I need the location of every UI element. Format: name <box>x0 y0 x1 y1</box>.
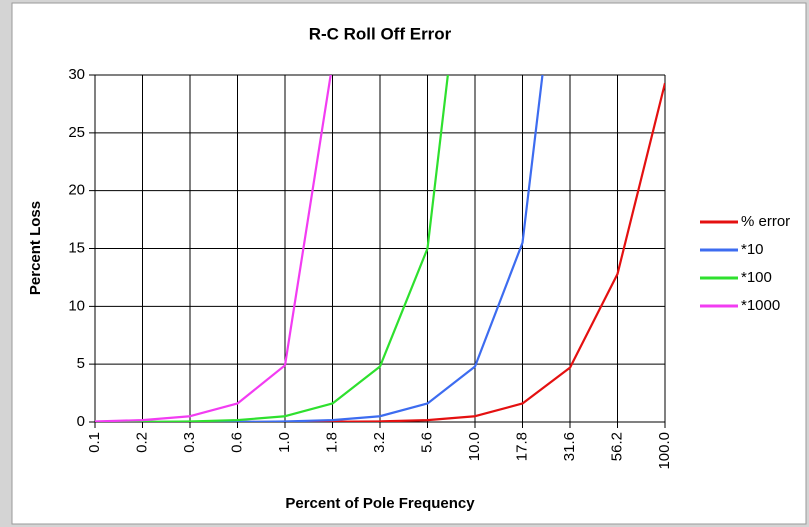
x-tick-label: 31.6 <box>561 432 578 461</box>
plot-lines <box>95 75 665 422</box>
y-tick-label: 0 <box>77 413 85 430</box>
y-tick-label: 20 <box>68 182 85 199</box>
x-tick-label: 3.2 <box>371 432 388 453</box>
series-line <box>95 75 449 422</box>
x-tick-label: 17.8 <box>513 432 530 461</box>
y-axis-label: Percent Loss <box>27 201 44 295</box>
x-tick-label: 0.6 <box>228 432 245 453</box>
legend-label: % error <box>741 213 790 230</box>
y-tick-label: 10 <box>68 297 85 314</box>
x-tick-label: 5.6 <box>418 432 435 453</box>
x-axis-label: Percent of Pole Frequency <box>285 495 475 512</box>
legend-label: *10 <box>741 241 764 258</box>
x-tick-label: 0.1 <box>86 432 103 453</box>
chart-panel <box>11 2 807 525</box>
y-tick-label: 25 <box>68 124 85 141</box>
y-tick-label: 5 <box>77 355 85 372</box>
legend-label: *100 <box>741 269 772 286</box>
x-tick-label: 0.2 <box>133 432 150 453</box>
series-line <box>95 75 544 422</box>
x-tick-label: 1.0 <box>276 432 293 453</box>
x-tick-label: 56.2 <box>608 432 625 461</box>
legend-label: *1000 <box>741 297 780 314</box>
grid <box>89 74 666 428</box>
series-line <box>95 75 332 422</box>
x-tick-label: 1.8 <box>323 432 340 453</box>
x-tick-label: 10.0 <box>466 432 483 461</box>
chart-title: R-C Roll Off Error <box>309 24 452 43</box>
series-line <box>95 82 665 422</box>
x-tick-label: 0.3 <box>181 432 198 453</box>
y-tick-label: 30 <box>68 66 85 83</box>
x-tick-label: 100.0 <box>656 432 673 470</box>
y-tick-label: 15 <box>68 239 85 256</box>
